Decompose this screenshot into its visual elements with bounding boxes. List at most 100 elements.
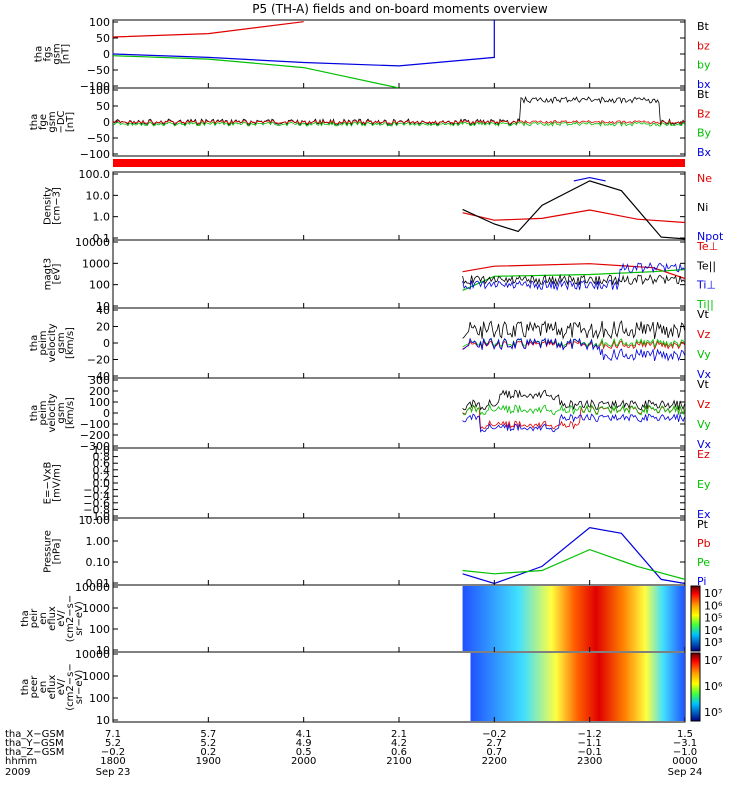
y-tick-label: 1.0: [93, 444, 111, 457]
trace-vel-big-Vy: [462, 403, 685, 416]
series-pressure-Pe: [462, 548, 685, 580]
plot-title: P5 (TH-A) fields and on-board moments ov…: [252, 2, 548, 16]
y-axis-label: velocity: [47, 323, 58, 362]
panel-pressure: 10.00 1.00 0.10 0.01 Pressure[nPa] Pt Pb Pe Pi: [43, 514, 711, 590]
x-row-value: 4.9: [296, 738, 312, 749]
x-row-label: tha_Y−GSM: [5, 738, 64, 749]
y-axis-label: tha: [20, 610, 31, 626]
y-tick-label: 1.0: [93, 211, 111, 224]
panel-frame: [112, 377, 686, 449]
y-axis-label: peim: [38, 400, 49, 425]
series-density-Ne: [462, 209, 685, 224]
y-axis-label: velocity: [47, 393, 58, 432]
trace-fge-By: [113, 121, 685, 127]
series-density-Npot: [573, 176, 606, 182]
x-row-value: −0.1: [578, 747, 602, 758]
x-date-start: Sep 23: [96, 767, 131, 778]
trace-vel-small-Vt: [462, 320, 685, 340]
y-tick-label: 10.0: [86, 189, 111, 202]
y-axis-label: [km/s]: [65, 327, 76, 359]
trace-fge-Bt: [113, 95, 685, 127]
y-axis-label: sr−eV): [74, 601, 85, 636]
y-axis-label: [cm−3]: [52, 187, 63, 225]
y-tick-label: −50: [87, 64, 110, 77]
x-row-label: hhmm: [5, 756, 37, 767]
y-tick-label: 50: [96, 32, 110, 45]
x-row-label: tha_Z−GSM: [5, 747, 64, 758]
trace-vel-small-Vx: [462, 337, 685, 362]
x-row-value: 2300: [577, 756, 602, 767]
y-tick-label: 0: [103, 116, 110, 129]
panel-frame: [112, 307, 686, 379]
y-axis-label: [nPa]: [52, 538, 63, 564]
y-axis-label: tha: [34, 46, 45, 62]
x-row-value: 2.1: [391, 729, 407, 740]
legend-Ez: Ez: [697, 448, 710, 461]
y-axis-label: fge: [38, 114, 49, 130]
trace-temp-Te||: [462, 274, 685, 287]
y-tick-label: 0: [103, 337, 110, 350]
y-axis-label: gsm: [47, 111, 58, 132]
panel-frame: [112, 517, 686, 586]
colorbar-label: 10⁷: [704, 654, 722, 667]
y-axis-label: [nT]: [61, 44, 72, 64]
x-row-value: 2.7: [486, 738, 502, 749]
x-date-end: Sep 24: [668, 767, 703, 778]
legend-Ne: Ne: [697, 172, 712, 185]
x-row-value: 0000: [672, 756, 697, 767]
y-axis-label: tha: [29, 335, 40, 351]
x-row-value: 4.1: [296, 729, 312, 740]
y-axis-label: tha: [20, 679, 31, 695]
legend-Bz: Bz: [697, 107, 711, 120]
x-row-value: 0.2: [200, 747, 216, 758]
colorbar-label: 10⁵: [704, 706, 722, 719]
x-row-value: 5.7: [200, 729, 216, 740]
y-tick-label: −50: [87, 132, 110, 145]
y-tick-label: −100: [80, 418, 110, 431]
legend-Vz: Vz: [697, 328, 711, 341]
y-tick-label: 50: [96, 100, 110, 113]
legend-Vt: Vt: [697, 308, 710, 321]
x-axis-annotation: tha_X−GSM 7.1 5.7 4.1 2.1 −0.2 −1.2 1.5 tha_Y−GS…: [5, 83, 702, 778]
x-row-value: 5.2: [105, 738, 121, 749]
trace-vel-big-Vt: [462, 389, 685, 411]
x-row-value: 0.6: [391, 747, 407, 758]
y-tick-label: 0.6: [93, 457, 111, 470]
legend-By: By: [697, 127, 712, 140]
y-axis-label: (cm2−s−: [65, 595, 76, 642]
x-row-label: tha_X−GSM: [5, 729, 64, 740]
y-axis-label: Density: [43, 187, 54, 225]
legend-Vy: Vy: [697, 348, 711, 361]
y-axis-label: [nT]: [65, 112, 76, 132]
y-axis-label: Pressure: [43, 530, 54, 573]
spectrogram-peir: [462, 586, 685, 651]
panel-density: 100.0 10.0 1.0 0.1 Density[cm−3] Ne Ni Npot: [43, 168, 724, 245]
series-fgs-bz: [113, 21, 304, 38]
y-tick-label: −1.0: [83, 510, 110, 523]
x-row-value: −3.1: [673, 738, 697, 749]
y-tick-label: −0.8: [83, 503, 110, 516]
y-tick-label: 10.00: [79, 514, 111, 527]
y-tick-label: 0.0: [93, 477, 111, 490]
x-row-value: 5.2: [200, 738, 216, 749]
panel-frame: [112, 447, 686, 519]
legend-Vy: Vy: [697, 418, 711, 431]
y-tick-label: 300: [89, 374, 110, 387]
y-axis-label: eV/: [56, 610, 67, 627]
y-tick-label: −0.2: [83, 484, 110, 497]
y-tick-label: 10: [96, 644, 110, 657]
y-axis-label: en: [38, 612, 49, 625]
series-fgs-by: [113, 55, 400, 88]
y-tick-label: −100: [80, 80, 110, 93]
legend-Vz: Vz: [697, 398, 711, 411]
y-tick-label: 0.2: [93, 470, 111, 483]
y-tick-label: 100: [89, 84, 110, 97]
y-tick-label: 100: [89, 16, 110, 29]
x-row-value: 1800: [100, 756, 125, 767]
legend-bz: bz: [697, 39, 710, 52]
y-axis-label: [km/s]: [65, 397, 76, 429]
legend-Pb: Pb: [697, 537, 711, 550]
y-tick-label: 100.0: [79, 168, 111, 181]
y-axis-label: −DC: [56, 110, 67, 133]
